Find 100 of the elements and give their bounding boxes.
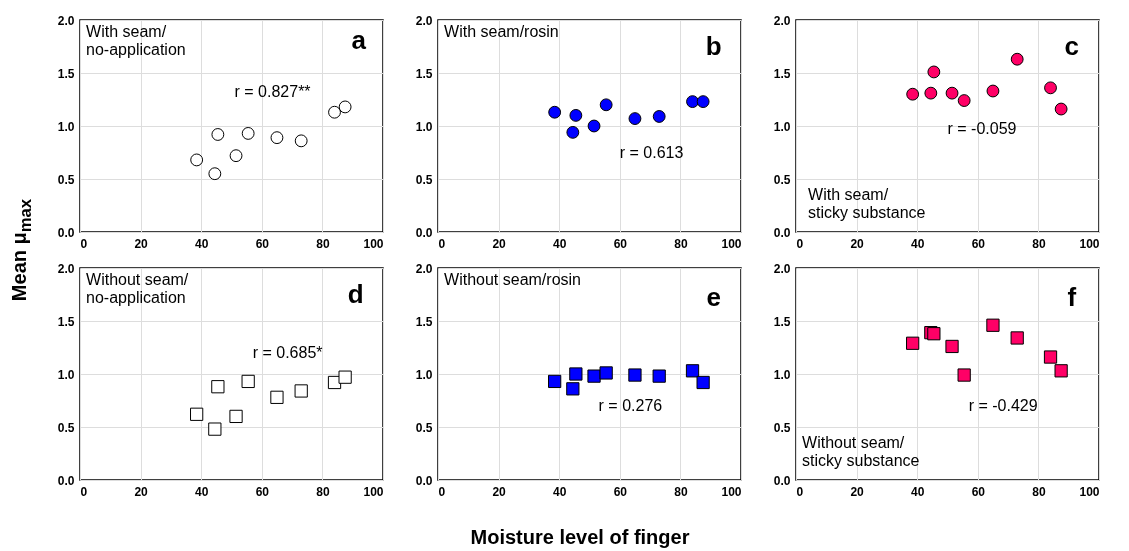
point [587, 119, 601, 133]
x-tick-label: 0 [438, 236, 446, 251]
x-tick-label: 100 [1079, 484, 1100, 499]
x-tick-label: 60 [255, 236, 270, 251]
point [587, 369, 601, 383]
point [548, 374, 562, 389]
point [294, 384, 308, 398]
annotation: r = -0.429 [968, 396, 1038, 414]
point [945, 339, 959, 354]
y-tick-label: 2.0 [773, 261, 791, 276]
point [566, 125, 580, 139]
x-tick-label: 100 [721, 236, 742, 251]
annotation: r = -0.059 [947, 120, 1017, 138]
point [241, 127, 255, 140]
x-axis-title: Moisture level of finger [470, 526, 690, 549]
annotation: d [347, 278, 364, 309]
y-tick-label: 1.5 [415, 66, 433, 81]
x-tick-label: 60 [613, 484, 628, 499]
annotation: f [1067, 281, 1077, 312]
x-tick-label: 80 [674, 236, 688, 251]
y-tick-label: 1.5 [415, 314, 433, 329]
point [270, 390, 284, 404]
annotation: b [705, 30, 722, 61]
point [211, 380, 225, 394]
annotation: With seam/ no-application [86, 23, 186, 59]
point [906, 87, 920, 101]
x-tick-label: 80 [316, 236, 330, 251]
x-tick-label: 60 [971, 484, 986, 499]
y-tick-label: 0.5 [415, 172, 433, 187]
y-tick-label: 1.5 [57, 66, 75, 81]
x-tick-label: 60 [255, 484, 270, 499]
x-tick-label: 20 [134, 484, 149, 499]
point [686, 95, 699, 109]
x-tick-label: 100 [363, 236, 384, 251]
point [548, 105, 562, 119]
point [924, 86, 938, 100]
y-tick-label: 2.0 [57, 13, 75, 28]
point [696, 375, 710, 390]
annotation: With seam/ sticky substance [808, 186, 926, 222]
y-tick-label: 1.0 [773, 367, 791, 382]
annotation: With seam/rosin [444, 23, 559, 41]
y-tick-label: 0.5 [57, 420, 75, 435]
x-tick-label: 40 [195, 484, 209, 499]
y-tick-label: 0.0 [773, 225, 791, 240]
x-tick-label: 60 [613, 236, 628, 251]
x-tick-label: 20 [134, 236, 149, 251]
x-tick-label: 0 [80, 236, 88, 251]
y-tick-label: 2.0 [773, 13, 791, 28]
point [945, 86, 959, 100]
point [1010, 52, 1024, 66]
x-tick-label: 20 [492, 236, 507, 251]
y-tick-label: 0.0 [57, 225, 75, 240]
x-tick-label: 80 [316, 484, 330, 499]
point [599, 366, 613, 380]
annotation: Without seam/ no-application [86, 271, 189, 307]
x-tick-label: 20 [492, 484, 507, 499]
x-tick-label: 40 [553, 484, 567, 499]
point [1010, 331, 1024, 345]
point [927, 65, 941, 79]
point [696, 95, 710, 109]
x-tick-label: 0 [438, 484, 446, 499]
annotation: e [706, 281, 721, 312]
x-tick-label: 0 [80, 484, 88, 499]
x-tick-label: 60 [971, 236, 986, 251]
x-tick-label: 20 [850, 484, 865, 499]
y-tick-label: 0.5 [773, 172, 791, 187]
y-tick-label: 2.0 [415, 261, 433, 276]
y-tick-label: 0.5 [773, 420, 791, 435]
annotation: r = 0.685* [252, 343, 323, 361]
y-tick-label: 1.5 [57, 314, 75, 329]
x-tick-label: 40 [195, 236, 209, 251]
point [241, 374, 255, 389]
x-tick-label: 100 [363, 484, 384, 499]
annotation: a [351, 25, 367, 56]
y-tick-label: 0.0 [415, 225, 433, 240]
x-tick-label: 20 [850, 236, 865, 251]
annotation: r = 0.827** [234, 83, 311, 101]
point [190, 153, 204, 167]
point [628, 368, 642, 382]
y-tick-label: 1.0 [57, 119, 75, 134]
y-tick-label: 0.5 [57, 172, 75, 187]
point [190, 407, 204, 421]
x-tick-label: 100 [1079, 236, 1100, 251]
y-tick-label: 0.0 [415, 473, 433, 488]
annotation: r = 0.276 [598, 396, 663, 414]
y-tick-label: 0.0 [773, 473, 791, 488]
y-tick-label: 1.0 [415, 367, 433, 382]
y-tick-label: 2.0 [415, 13, 433, 28]
y-tick-label: 1.0 [415, 119, 433, 134]
point [569, 367, 583, 381]
y-tick-label: 2.0 [57, 261, 75, 276]
annotation: Without seam/rosin [444, 271, 581, 289]
point [986, 84, 1000, 98]
y-tick-label: 0.0 [57, 473, 75, 488]
annotation: r = 0.613 [619, 143, 684, 161]
point [652, 369, 666, 383]
x-tick-label: 40 [553, 236, 567, 251]
point [957, 94, 971, 107]
point [906, 336, 920, 350]
point [652, 110, 666, 123]
